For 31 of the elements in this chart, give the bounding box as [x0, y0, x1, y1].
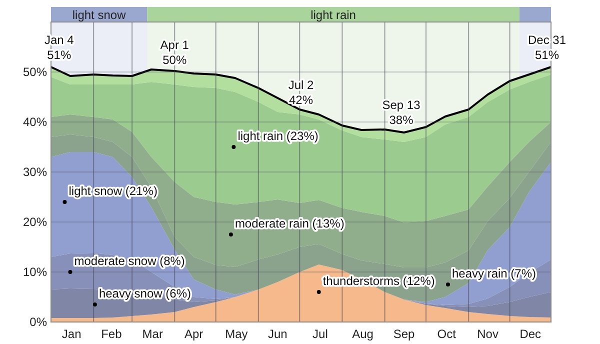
annotation: moderate snow (8%): [74, 254, 185, 268]
x-tick-label: Jun: [268, 327, 288, 341]
annotation: moderate rain (13%): [234, 216, 344, 230]
annotation: Sep 13 38%: [382, 98, 421, 127]
annotation: Jul 2 42%: [288, 78, 314, 107]
band-label: light snow: [72, 8, 126, 22]
x-tick-label: Oct: [437, 327, 457, 341]
x-tick-label: Nov: [477, 327, 498, 341]
x-tick-label: Dec: [520, 327, 542, 341]
annotation: Apr 1 50%: [160, 38, 190, 67]
y-tick-label: 30%: [22, 165, 48, 179]
x-tick-label: Jul: [312, 327, 328, 341]
band-label: light rain: [310, 8, 356, 22]
x-tick-label: May: [225, 327, 248, 341]
y-tick-label: 20%: [22, 215, 48, 229]
annotation: Jan 4 51%: [44, 33, 74, 62]
x-tick-label: Sep: [393, 327, 416, 341]
y-tick-label: 50%: [22, 65, 48, 79]
x-tick-label: Apr: [184, 327, 204, 341]
annotation: heavy snow (6%): [98, 286, 192, 300]
annotation: heavy rain (7%): [452, 266, 536, 280]
x-tick-label: Jan: [62, 327, 82, 341]
x-tick-label: Aug: [352, 327, 374, 341]
y-tick-label: 0%: [30, 315, 48, 329]
annotation: Dec 31 51%: [528, 33, 566, 62]
x-tick-label: Feb: [101, 327, 122, 341]
annotation: light snow (21%): [68, 184, 158, 198]
y-tick-label: 40%: [22, 115, 48, 129]
x-tick-label: Mar: [142, 327, 163, 341]
annotation: light rain (23%): [238, 129, 318, 143]
y-tick-label: 10%: [22, 265, 48, 279]
